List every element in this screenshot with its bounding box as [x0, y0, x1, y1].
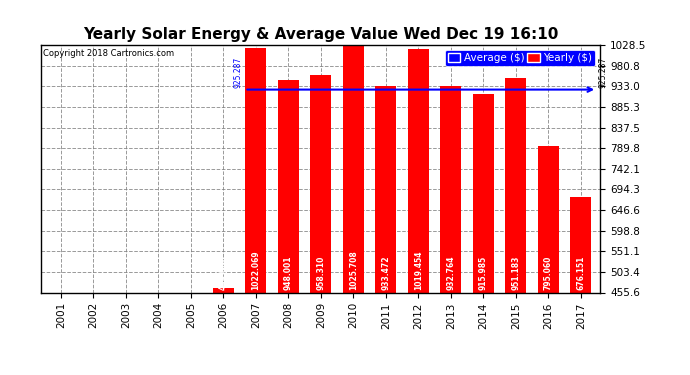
Text: 932.764: 932.764: [446, 256, 455, 290]
Text: 795.060: 795.060: [544, 256, 553, 290]
Bar: [343, 46, 364, 292]
Text: 1019.454: 1019.454: [414, 251, 423, 290]
Text: 925.287: 925.287: [234, 57, 243, 88]
Text: 948.001: 948.001: [284, 256, 293, 290]
Bar: [278, 80, 299, 292]
Bar: [408, 49, 429, 292]
Text: 933.472: 933.472: [382, 256, 391, 290]
Bar: [375, 86, 396, 292]
Bar: [505, 78, 526, 292]
Bar: [473, 94, 494, 292]
Text: 1022.069: 1022.069: [251, 251, 260, 290]
Bar: [213, 288, 234, 292]
Bar: [570, 197, 591, 292]
Text: 958.310: 958.310: [316, 256, 326, 290]
Bar: [440, 86, 462, 292]
Bar: [246, 48, 266, 292]
Text: 925.287: 925.287: [599, 57, 608, 88]
Text: 951.183: 951.183: [511, 256, 520, 290]
Text: 466.802: 466.802: [219, 256, 228, 290]
Title: Yearly Solar Energy & Average Value Wed Dec 19 16:10: Yearly Solar Energy & Average Value Wed …: [83, 27, 558, 42]
Legend: Average ($), Yearly ($): Average ($), Yearly ($): [445, 50, 595, 66]
Text: 1025.708: 1025.708: [349, 251, 358, 290]
Text: Copyright 2018 Cartronics.com: Copyright 2018 Cartronics.com: [43, 50, 174, 58]
Text: 676.151: 676.151: [576, 256, 585, 290]
Bar: [538, 146, 559, 292]
Text: 915.985: 915.985: [479, 256, 488, 290]
Bar: [310, 75, 331, 292]
